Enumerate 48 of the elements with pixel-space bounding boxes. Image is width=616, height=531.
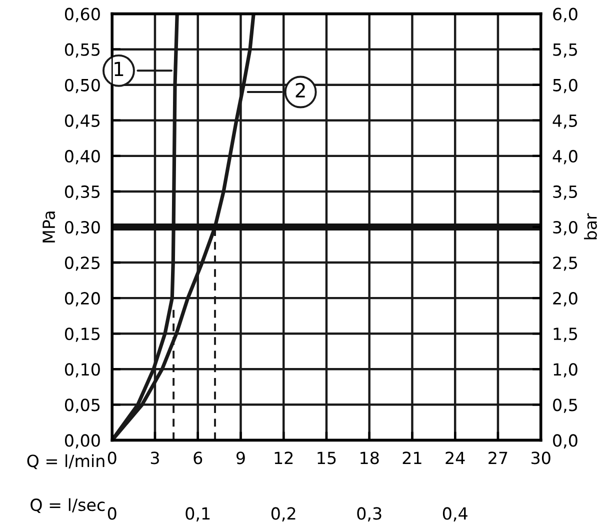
y-tick-label: 0,05 bbox=[64, 398, 100, 413]
y-tick-label: 0,60 bbox=[64, 8, 100, 22]
y2-tick-label: 0,5 bbox=[553, 398, 578, 413]
x2-tick-label: 0 bbox=[108, 507, 116, 520]
x2-tick-label: 0,1 bbox=[186, 507, 210, 522]
y2-tick-label: 2,5 bbox=[553, 256, 578, 271]
x2-tick-label: 0,4 bbox=[442, 507, 468, 522]
x-tick-label: 30 bbox=[532, 452, 550, 464]
y2-axis-title: bar bbox=[584, 213, 597, 240]
y-tick-label: 0,10 bbox=[64, 363, 100, 378]
x-axis-title: Q = l/min bbox=[27, 454, 104, 470]
y2-tick-label: 1,5 bbox=[554, 328, 578, 342]
x-tick-label: 9 bbox=[236, 452, 245, 464]
x-tick-label: 3 bbox=[150, 452, 159, 464]
x-tick-label: 15 bbox=[318, 452, 336, 464]
y2-tick-label: 0,0 bbox=[553, 434, 578, 448]
y-tick-label: 0,55 bbox=[64, 43, 100, 58]
x-tick-label: 24 bbox=[446, 452, 465, 464]
y2-tick-label: 1,0 bbox=[554, 363, 578, 378]
x2-axis-title: Q = l/sec bbox=[30, 498, 105, 514]
y-tick-label: 0,15 bbox=[64, 328, 100, 342]
y2-tick-label: 5,5 bbox=[553, 44, 578, 58]
y2-tick-label: 3,0 bbox=[553, 220, 578, 236]
x-tick-label: 21 bbox=[402, 452, 422, 464]
y-tick-label: 0,40 bbox=[64, 150, 100, 164]
y-tick-label: 0,30 bbox=[64, 220, 100, 236]
x2-tick-label: 0,3 bbox=[357, 507, 382, 522]
y2-tick-label: 4,5 bbox=[552, 114, 578, 129]
y-tick-label: 0,25 bbox=[64, 256, 100, 271]
y-tick-label: 0,35 bbox=[64, 185, 100, 200]
x2-tick-label: 0,2 bbox=[271, 507, 296, 522]
y-tick-label: 0,45 bbox=[64, 114, 100, 129]
y-tick-label: 0,50 bbox=[64, 78, 100, 94]
annotation: 1 bbox=[114, 62, 124, 76]
y2-tick-label: 2,0 bbox=[553, 292, 578, 306]
x-tick-label: 6 bbox=[194, 452, 202, 464]
y2-tick-label: 6,0 bbox=[553, 8, 578, 22]
annotation: 2 bbox=[296, 82, 305, 98]
x-tick-label: 27 bbox=[488, 452, 508, 464]
x-tick-label: 18 bbox=[360, 452, 379, 464]
x-tick-label: 12 bbox=[274, 452, 293, 464]
y-tick-label: 0,00 bbox=[64, 434, 100, 448]
y2-tick-label: 3,5 bbox=[553, 185, 578, 200]
y2-tick-label: 5,0 bbox=[553, 78, 578, 94]
y-tick-label: 0,20 bbox=[64, 292, 100, 306]
y2-tick-label: 4,0 bbox=[552, 150, 578, 164]
y-axis-title: MPa bbox=[42, 212, 56, 242]
x-tick-label: 0 bbox=[108, 452, 116, 464]
